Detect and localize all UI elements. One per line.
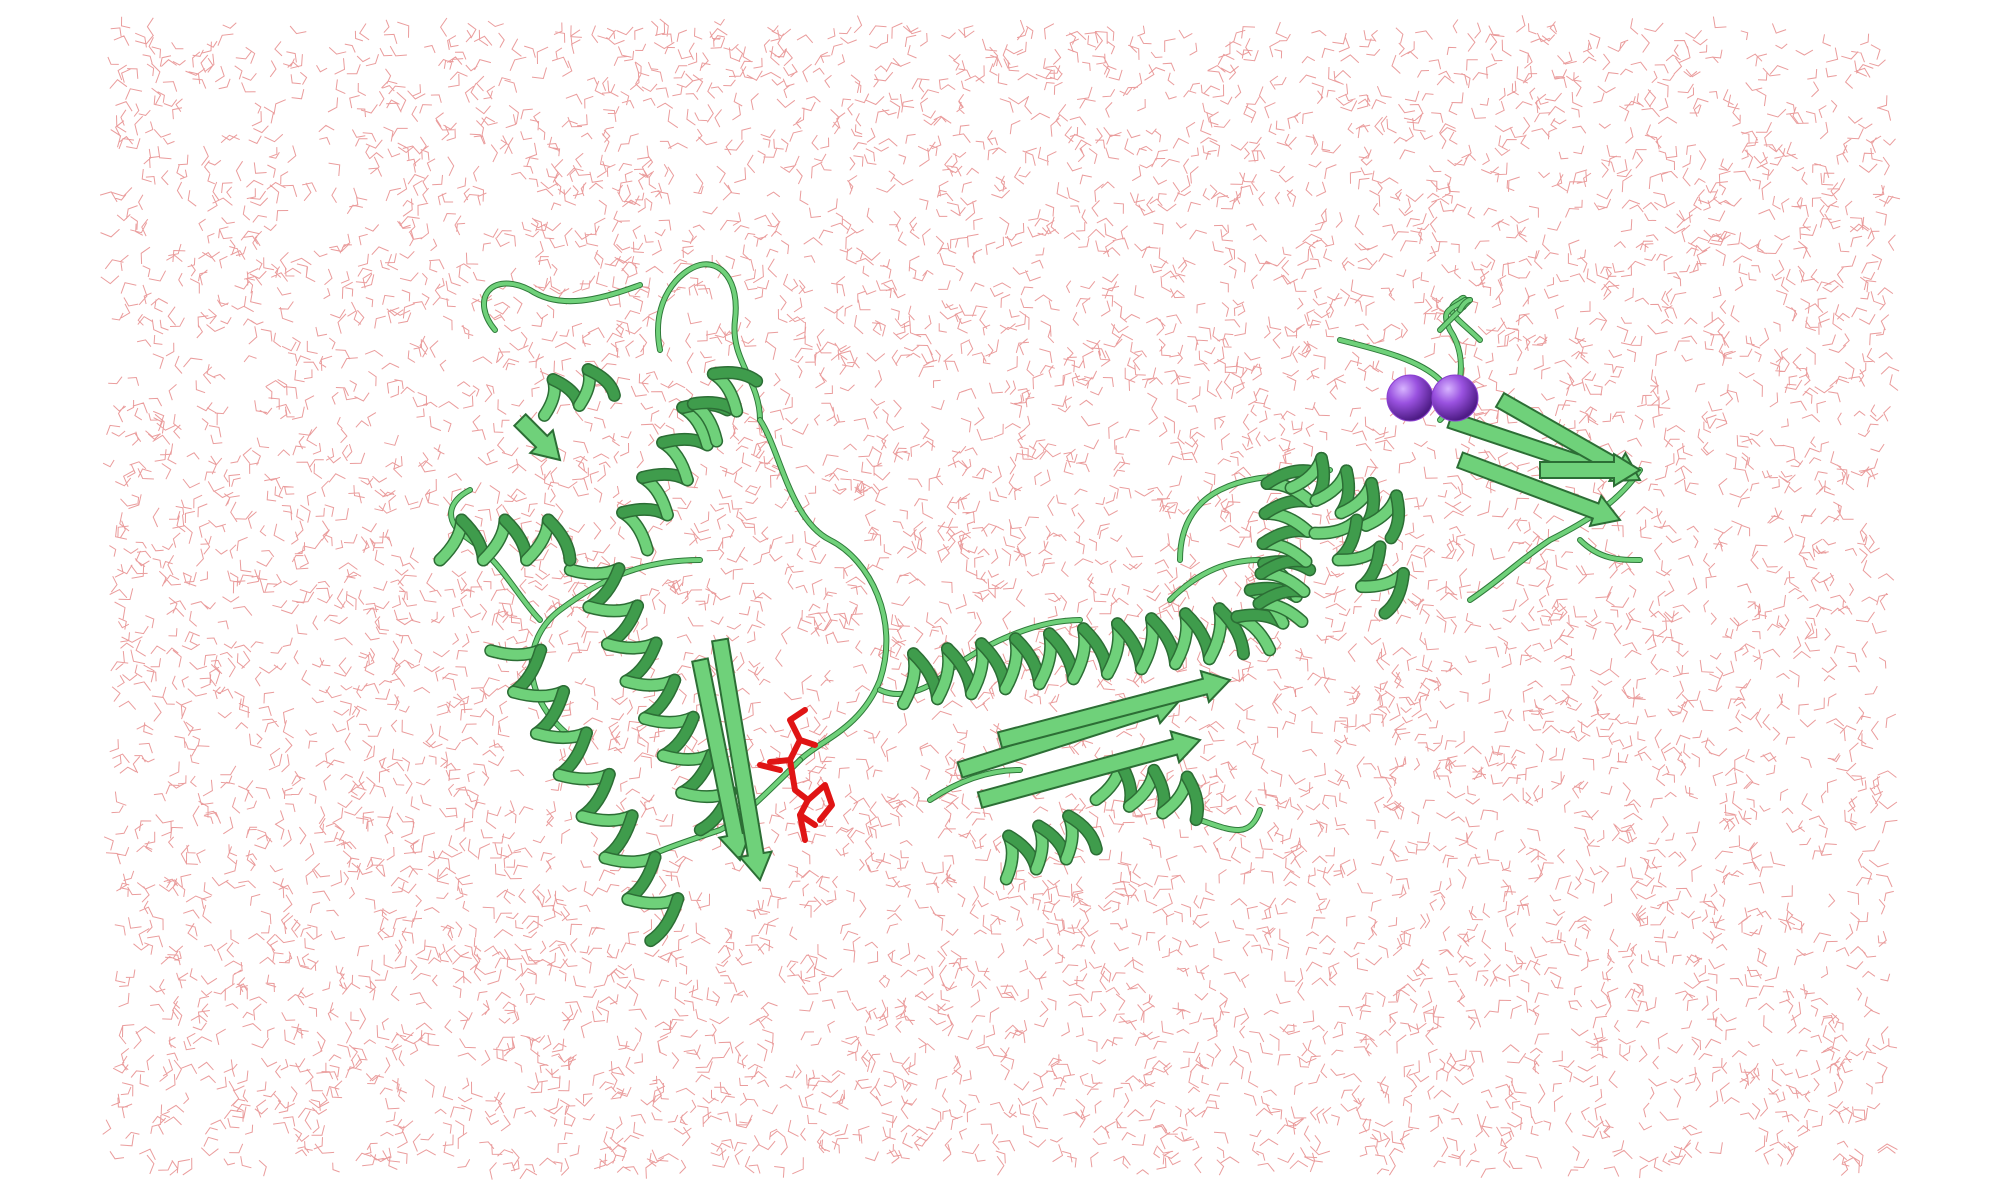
ligand-bond	[805, 782, 835, 823]
ligand-bond	[797, 812, 808, 843]
helix-right-2	[1284, 451, 1406, 545]
strand-sheet-3	[996, 669, 1232, 749]
helix-bottom-1	[999, 809, 1103, 886]
strand-top-left	[512, 412, 562, 462]
ion-sphere	[1431, 374, 1479, 422]
helix-right-3	[1308, 513, 1410, 620]
helix-right-1	[1252, 464, 1319, 628]
protein-cartoon	[433, 261, 1643, 948]
ion-sphere	[1386, 374, 1434, 422]
helix-long-mid	[896, 602, 1250, 711]
ligand-bond	[767, 737, 818, 765]
ligand-sticks	[757, 707, 835, 843]
helix-a1	[484, 643, 685, 948]
strand-right-4	[1539, 452, 1642, 488]
strand-ligand-2	[710, 637, 774, 882]
helix-a5	[433, 513, 577, 567]
strand-sheet-2	[976, 729, 1202, 809]
helix-a4	[686, 366, 764, 448]
ligand-bond	[787, 707, 808, 743]
strand-right-2	[1455, 451, 1622, 528]
ion-spheres	[1386, 374, 1479, 422]
ligand-bond	[757, 762, 783, 773]
helix-a6	[537, 363, 621, 422]
